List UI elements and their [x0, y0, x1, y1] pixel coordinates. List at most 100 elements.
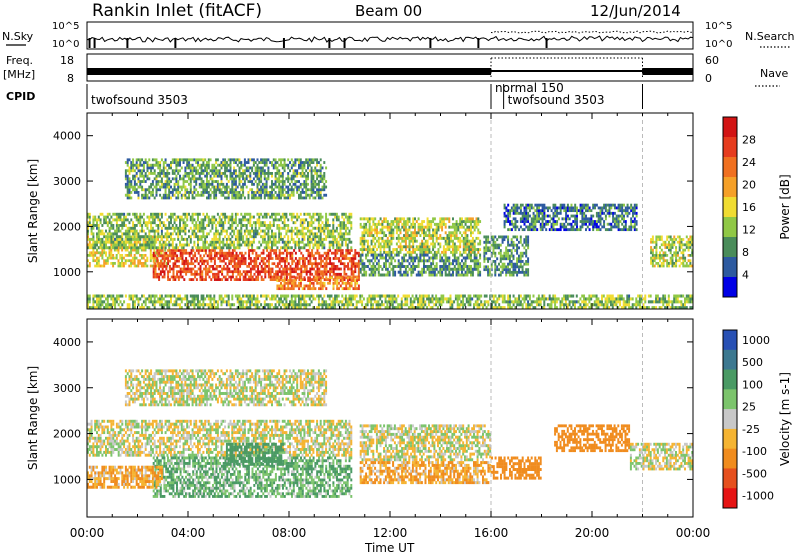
echo-cell [303, 267, 306, 271]
echo-cell [166, 254, 168, 257]
echo-cell [361, 225, 364, 229]
echo-cell [88, 212, 91, 216]
echo-cell [179, 185, 181, 189]
echo-cell [182, 177, 185, 181]
echo-cell [283, 287, 286, 291]
echo-cell [128, 254, 131, 257]
echo-cell [298, 237, 300, 241]
echo-cell [390, 225, 393, 229]
echo-cell [99, 221, 102, 225]
echo-cell [195, 257, 198, 260]
echo-cell [245, 240, 248, 244]
echo-cell [492, 240, 495, 244]
echo-cell [276, 196, 279, 200]
echo-cell [243, 172, 246, 175]
echo-cell [211, 166, 214, 170]
echo-cell [316, 158, 319, 162]
echo-cell [372, 253, 375, 257]
echo-cell [88, 215, 91, 219]
echo-cell [255, 265, 258, 268]
echo-cell [475, 267, 478, 271]
echo-cell [231, 254, 234, 258]
echo-cell [215, 235, 218, 239]
echo-cell [177, 180, 180, 183]
echo-cell [452, 217, 454, 221]
echo-cell [370, 228, 373, 232]
echo-cell [217, 270, 220, 274]
echo-cell [308, 235, 311, 239]
echo-cell [381, 253, 384, 257]
echo-cell [283, 246, 286, 250]
echo-cell [477, 265, 480, 268]
echo-cell [133, 180, 136, 183]
echo-cell [292, 174, 295, 178]
echo-cell [133, 246, 136, 250]
echo-cell [397, 259, 400, 263]
echo-cell [363, 273, 366, 277]
echo-cell [303, 163, 306, 167]
echo-cell [308, 188, 311, 192]
echo-cell [441, 222, 444, 226]
echo-cell [215, 243, 218, 247]
echo-cell [291, 267, 294, 271]
echo-cell [285, 287, 288, 291]
echo-cell [133, 212, 136, 216]
echo-cell [403, 228, 406, 232]
echo-cell [157, 224, 160, 227]
echo-cell [263, 240, 266, 244]
echo-cell [290, 279, 293, 282]
echo-cell [485, 240, 488, 244]
echo-cell [166, 185, 169, 189]
echo-cell [204, 158, 207, 162]
echo-cell [455, 245, 458, 249]
echo-cell [281, 226, 284, 230]
echo-cell [507, 268, 510, 272]
echo-cell [137, 185, 140, 189]
echo-cell [496, 268, 499, 272]
echo-cell [267, 272, 270, 276]
echo-cell [423, 234, 425, 238]
echo-cell [386, 239, 389, 243]
echo-cell [499, 235, 502, 239]
echo-cell [184, 191, 187, 194]
echo-cell [235, 257, 238, 260]
echo-cell [287, 177, 290, 181]
echo-cell [213, 166, 216, 170]
echo-cell [236, 246, 239, 250]
echo-cell [204, 182, 207, 186]
echo-cell [156, 251, 159, 255]
echo-cell [251, 182, 254, 186]
echo-cell [195, 226, 198, 230]
echo-cell [234, 215, 237, 219]
echo-cell [464, 236, 467, 240]
echo-cell [207, 221, 210, 225]
echo-cell [252, 215, 255, 219]
echo-cell [343, 267, 346, 271]
echo-cell [381, 273, 384, 277]
echo-cell [461, 273, 463, 277]
echo-cell [90, 254, 93, 257]
echo-cell [141, 169, 144, 173]
echo-cell [94, 243, 97, 247]
echo-cell [397, 220, 400, 224]
echo-cell [106, 221, 109, 225]
echo-cell [519, 254, 522, 258]
echo-cell [379, 236, 382, 240]
echo-cell [233, 278, 236, 281]
echo-cell [202, 226, 205, 230]
echo-cell [186, 166, 189, 170]
echo-cell [321, 272, 324, 276]
echo-cell [168, 246, 171, 250]
echo-cell [191, 221, 194, 225]
echo-cell [251, 166, 254, 170]
echo-cell [330, 267, 333, 271]
echo-cell [204, 185, 207, 189]
echo-cell [363, 262, 366, 266]
echo-cell [452, 273, 454, 277]
echo-cell [152, 251, 155, 255]
echo-cell [242, 182, 245, 186]
echo-cell [159, 246, 162, 250]
echo-cell [171, 246, 174, 250]
echo-cell [256, 158, 259, 162]
echo-cell [318, 287, 320, 291]
